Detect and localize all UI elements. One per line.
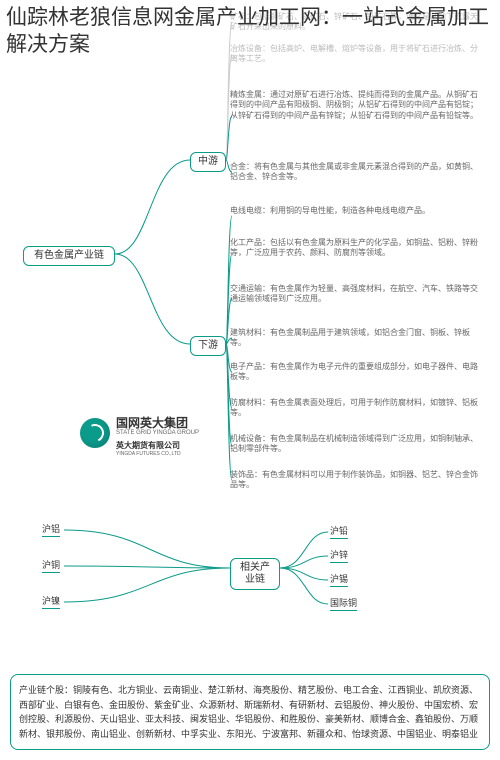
- leaf-text: 交通运输：有色金属作为轻量、高强度材料，在航空、汽车、铁路等交通运输领域得到广泛…: [230, 284, 480, 305]
- leaf-text: 化工产品：包括以有色金属为原料生产的化学品，如铜盐、铝粉、锌粉等，广泛应用于农药…: [230, 238, 480, 259]
- leaf-text: 电线电缆：利用铜的导电性能，制造各种电线电缆产品。: [230, 206, 430, 216]
- leaf-text: 精炼金属：通过对原矿石进行冶炼、提纯而得到的金属产品。从铜矿石得到的中间产品有阳…: [230, 90, 480, 121]
- leaf-text: 合金：将有色金属与其他金属或非金属元素混合得到的产品，如黄铜、铝合金、锌合金等。: [230, 162, 480, 183]
- logo-company: 英大期货有限公司: [116, 440, 180, 451]
- leaf-text: 机械设备：有色金属制品在机械制造领域得到广泛应用，如铜制轴承、铝制零部件等。: [230, 434, 480, 455]
- branch-node: 中游: [190, 152, 226, 172]
- leaf-text: 防腐材料：有色金属表面处理后，可用于制作防腐材料，如镀锌、铝板等。: [230, 398, 480, 419]
- leaf-text: 电子产品：有色金属作为电子元件的重要组成部分，如电子器件、电路板等。: [230, 362, 480, 383]
- industry-stocks-box: 产业链个股：铜陵有色、北方铜业、云南铜业、楚江新材、海亮股份、精艺股份、电工合金…: [10, 674, 490, 750]
- company-logo: 国网英大集团 STATE GRID YINGDA GROUP 英大期货有限公司 …: [80, 412, 240, 462]
- tag-item: 沪锌: [330, 548, 348, 563]
- logo-company-en: YINGDA FUTURES CO.,LTD: [116, 451, 181, 457]
- logo-name: 国网英大集团: [116, 414, 188, 431]
- logo-icon: [80, 418, 110, 448]
- branch-node: 下游: [190, 336, 226, 356]
- tag-item: 沪锡: [330, 572, 348, 587]
- tag-item: 沪铜: [42, 558, 60, 573]
- tag-item: 国际铜: [330, 596, 357, 611]
- tag-item: 沪镍: [42, 594, 60, 609]
- related-node: 相关产业链: [230, 558, 280, 590]
- mindmap-root: 有色金属产业链: [23, 246, 115, 266]
- leaf-text: 建筑材料：有色金属制品用于建筑领域，如铝合金门窗、铜板、锌板等。: [230, 328, 480, 349]
- tag-item: 沪铅: [330, 524, 348, 539]
- page-title: 仙踪林老狼信息网金属产业加工网：一站式金属加工解决方案: [6, 4, 500, 59]
- logo-sub-en: STATE GRID YINGDA GROUP: [116, 430, 199, 436]
- tag-item: 沪铝: [42, 522, 60, 537]
- leaf-text: 装饰品：有色金属材料可以用于制作装饰品，如铜器、铝艺、锌合金饰品等。: [230, 470, 480, 491]
